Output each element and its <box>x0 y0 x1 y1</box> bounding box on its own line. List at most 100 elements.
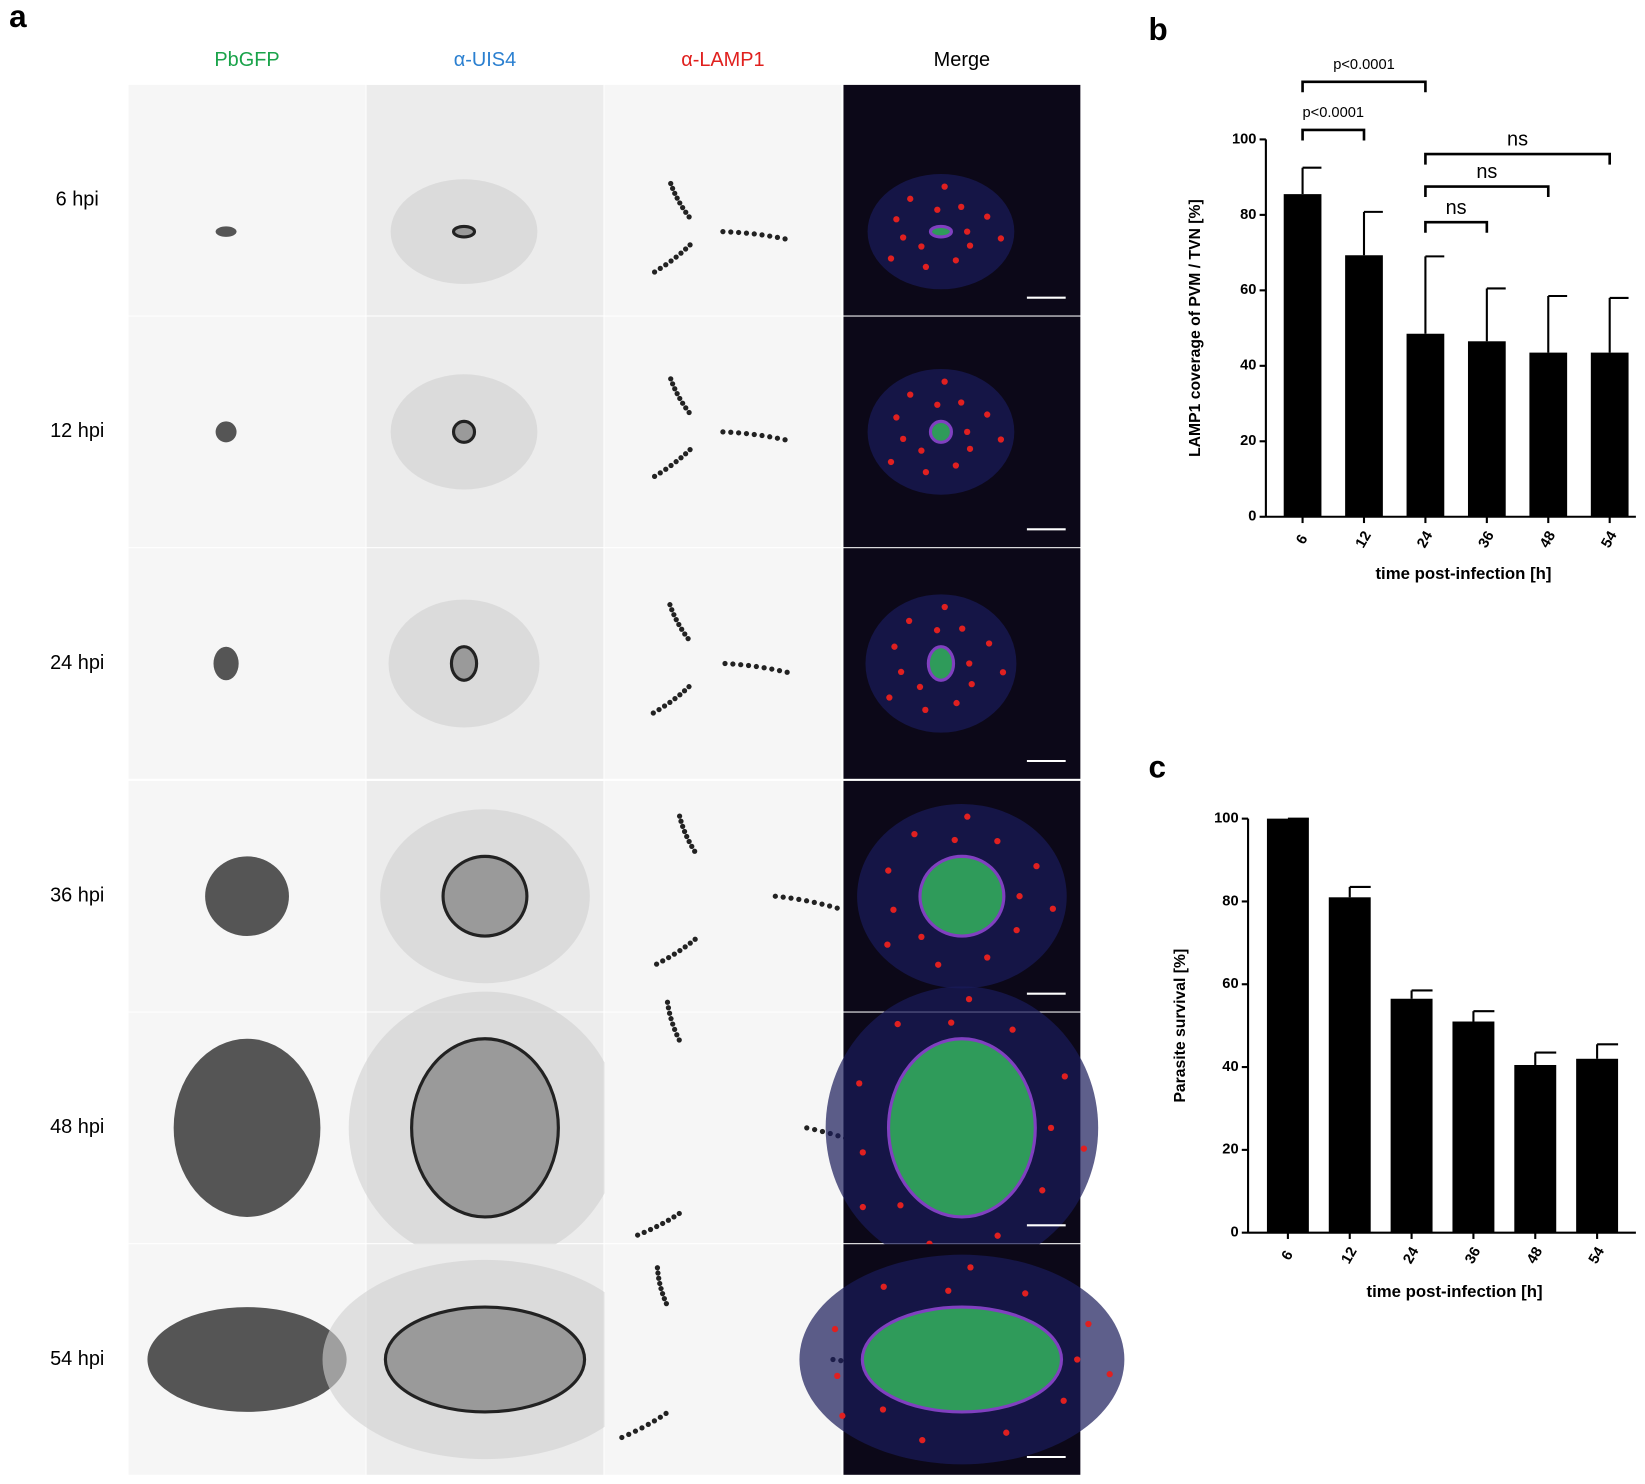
y-tick-label: 80 <box>1240 207 1256 223</box>
lamp1-dot <box>984 213 991 220</box>
lamp1-dot <box>683 246 689 252</box>
lamp1-dot <box>894 1020 901 1028</box>
x-tick-label: 54 <box>1586 1244 1608 1267</box>
lamp1-dot <box>656 706 662 713</box>
lamp1-dot <box>730 661 736 667</box>
lamp1-dot <box>899 234 907 241</box>
lamp1-dot <box>934 206 941 213</box>
parasite <box>147 1307 347 1412</box>
lamp1-dot <box>667 699 673 705</box>
lamp1-dot <box>669 381 676 387</box>
lamp1-dot <box>738 662 744 668</box>
lamp1-dot <box>674 1032 680 1038</box>
y-tick-label: 20 <box>1240 433 1256 449</box>
lamp1-dot <box>1080 1145 1088 1152</box>
y-axis-label: Parasite survival [%] <box>1172 949 1189 1103</box>
parasite <box>860 1305 1064 1414</box>
lamp1-dot <box>677 395 683 402</box>
lamp1-dot <box>679 626 685 632</box>
lamp1-dot <box>687 446 693 453</box>
panel-label: a <box>9 0 27 34</box>
lamp1-dot <box>997 235 1005 242</box>
lamp1-dot <box>780 894 786 900</box>
lamp1-dot <box>922 263 930 271</box>
lamp1-dot <box>1061 1073 1068 1080</box>
x-tick-label: 54 <box>1599 528 1621 551</box>
parasite <box>215 226 237 237</box>
lamp1-dot <box>667 602 673 608</box>
significance-bracket <box>1424 220 1489 233</box>
parasite <box>215 421 237 443</box>
panel-label: c <box>1148 750 1165 785</box>
lamp1-dot <box>639 1425 645 1431</box>
lamp1-dot <box>985 640 993 647</box>
lamp1-dot <box>651 269 658 275</box>
lamp1-dot <box>665 1217 672 1223</box>
lamp1-dot <box>884 941 891 948</box>
lamp1-dot <box>686 214 692 220</box>
lamp1-dot <box>677 692 683 698</box>
x-tick-label: 48 <box>1537 529 1559 551</box>
lamp1-dot <box>831 1325 839 1333</box>
lamp1-dot <box>668 462 674 469</box>
column-header: PbGFP <box>214 49 279 71</box>
lamp1-dot <box>635 1232 641 1238</box>
lamp1-dot <box>916 683 924 691</box>
lamp1-dot <box>736 430 742 436</box>
x-tick-label: 36 <box>1462 1245 1484 1267</box>
lamp1-dot <box>952 257 960 264</box>
lamp1-dot <box>650 710 656 716</box>
y-tick-label: 0 <box>1248 509 1256 525</box>
lamp1-dot <box>660 958 666 964</box>
lamp1-dot <box>803 898 810 904</box>
lamp1-dot <box>743 230 750 236</box>
bar <box>1406 333 1445 517</box>
lamp1-dot <box>664 999 671 1005</box>
lamp1-dot <box>678 250 684 256</box>
lamp1-dot <box>673 616 679 623</box>
lamp1-dot <box>899 435 907 443</box>
lamp1-dot <box>687 242 693 248</box>
micrograph <box>128 548 366 779</box>
lamp1-dot <box>661 1296 667 1302</box>
lamp1-dot <box>839 1412 846 1419</box>
lamp1-dot <box>653 961 660 967</box>
lamp1-dot <box>657 1414 663 1420</box>
lamp1-dot <box>663 466 669 472</box>
lamp1-dot <box>674 195 680 201</box>
lamp1-dot <box>885 867 892 874</box>
lamp1-dot <box>811 899 817 905</box>
lamp1-dot <box>687 940 693 946</box>
lamp1-dot <box>776 667 783 674</box>
lamp1-dot <box>663 1410 669 1417</box>
parasite <box>918 854 1006 938</box>
lamp1-dot <box>658 1285 664 1292</box>
lamp1-dot <box>948 1019 955 1026</box>
lamp1-dot <box>720 229 726 235</box>
lamp1-dot <box>670 1021 676 1027</box>
lamp1-dot <box>668 258 674 264</box>
lamp1-dot <box>1074 1356 1081 1363</box>
bar <box>1283 194 1322 517</box>
lamp1-dot <box>984 411 991 418</box>
lamp1-dot <box>941 603 948 611</box>
lamp1-dot <box>722 660 728 667</box>
lamp1-dot <box>856 1080 863 1087</box>
annotation: ns <box>1507 129 1528 151</box>
significance-bracket <box>1301 128 1366 141</box>
lamp1-dot <box>918 933 925 940</box>
lamp1-dot <box>685 636 691 642</box>
lamp1-dot <box>941 378 948 385</box>
lamp1-dot <box>728 229 734 235</box>
x-tick-label: 12 <box>1339 1245 1361 1267</box>
lamp1-dot <box>769 666 775 672</box>
lamp1-dot <box>661 703 668 709</box>
lamp1-dot <box>964 428 971 435</box>
lamp1-dot <box>669 185 676 192</box>
parasite <box>886 1037 1037 1219</box>
row-label: 12 hpi <box>50 420 104 442</box>
lamp1-dot <box>919 1436 926 1444</box>
lamp1-dot <box>751 431 757 438</box>
lamp1-dot <box>657 470 663 476</box>
lamp1-dot <box>689 843 695 850</box>
